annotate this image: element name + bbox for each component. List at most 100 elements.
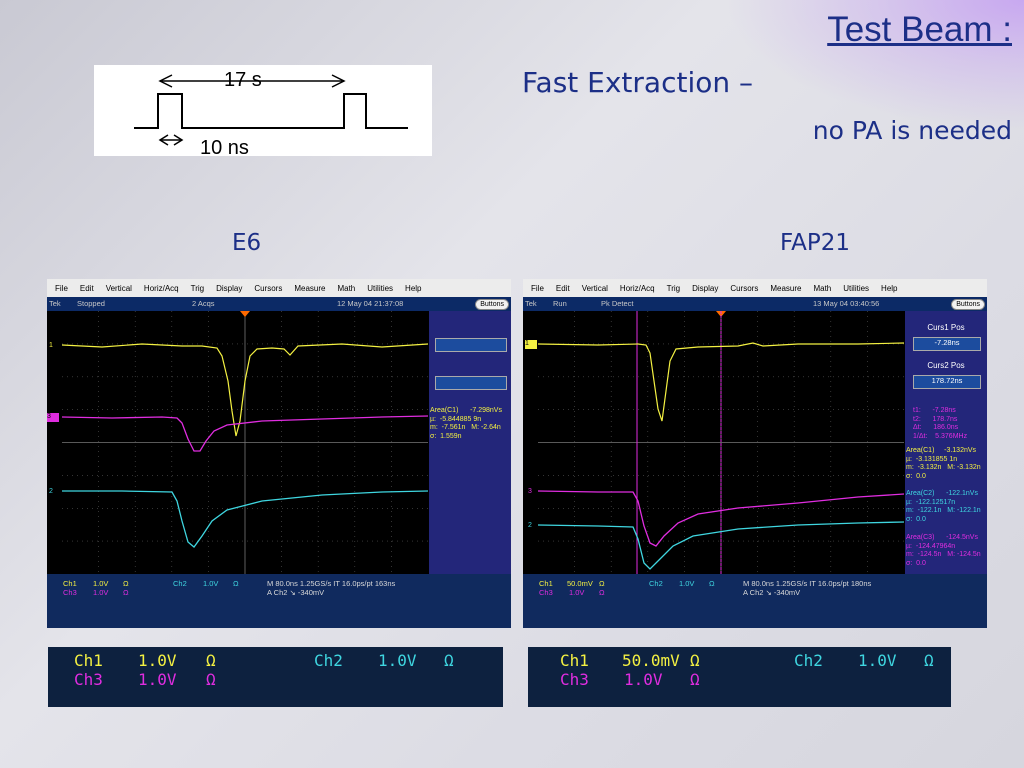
slide-subtitle-1: Fast Extraction – — [522, 66, 753, 99]
ch1-impedance: Ω — [206, 651, 216, 670]
menu-item-utilities[interactable]: Utilities — [843, 283, 870, 293]
cursor1-pos-label: Curs1 Pos — [927, 323, 965, 332]
menu-item-math[interactable]: Math — [337, 283, 356, 293]
ch3-label: Ch3 — [74, 670, 103, 689]
ch1-label: Ch1 — [539, 579, 553, 588]
corner-gradient — [724, 0, 1024, 130]
ch1-scale: 50.0mV — [567, 579, 593, 588]
menu-item-trig[interactable]: Trig — [666, 283, 681, 293]
ch1-trace — [538, 342, 904, 422]
menu-item-cursors[interactable]: Cursors — [254, 283, 283, 293]
buttons-button[interactable]: Buttons — [475, 299, 509, 310]
ch2-trace — [538, 521, 904, 570]
menu-item-display[interactable]: Display — [216, 283, 243, 293]
side-field-1[interactable] — [435, 338, 507, 352]
waveform-display — [62, 311, 428, 574]
menu-item-file[interactable]: File — [531, 283, 544, 293]
meas-line: Area(C1) -7.298nVs — [430, 407, 502, 414]
scope-menubar: File Edit Vertical Horiz/Acq Trig Display Curs… — [523, 279, 987, 297]
measurement-readout: Area(C1) -7.298nVs µ: -5.844885 9n m: -7.5… — [430, 407, 502, 441]
menu-item-horizacq[interactable]: Horiz/Acq — [143, 283, 179, 293]
ch1-scale: 1.0V — [93, 579, 109, 588]
menu-item-cursors[interactable]: Cursors — [730, 283, 759, 293]
waveform-display — [538, 311, 904, 574]
ch2-ground-marker: 2 — [49, 488, 53, 495]
cursor-line: t2: 178.7ns — [913, 415, 958, 423]
cursor-line: t1: -7.28ns — [913, 407, 956, 414]
timebase-readout: M 80.0ns 1.25GS/s IT 16.0ps/pt 180ns — [743, 579, 872, 588]
menu-item-trig[interactable]: Trig — [190, 283, 205, 293]
meas-line: Area(C2) -122.1nVs — [906, 490, 978, 497]
ch1-scale: 50.0mV — [622, 651, 680, 670]
menu-item-help[interactable]: Help — [405, 283, 422, 293]
menu-item-math[interactable]: Math — [813, 283, 832, 293]
cursor2-pos-label: Curs2 Pos — [927, 361, 965, 370]
ch3-trace — [62, 415, 428, 452]
ch2-scale: 1.0V — [858, 651, 897, 670]
meas-line: m: -124.5n M: -124.5n — [906, 551, 981, 558]
ch2-scale: 1.0V — [378, 651, 417, 670]
ch1-label: Ch1 — [74, 651, 103, 670]
ch2-label: Ch2 — [794, 651, 823, 670]
ch1-impedance: Ω — [690, 651, 700, 670]
meas-line: m: -3.132n M: -3.132n — [906, 464, 981, 471]
pulse-width-label: 10 ns — [200, 137, 249, 159]
ch2-label: Ch2 — [173, 579, 187, 588]
cursor-line: Δt: 186.0ns — [913, 424, 959, 431]
menu-item-edit[interactable]: Edit — [79, 283, 94, 293]
menu-item-utilities[interactable]: Utilities — [367, 283, 394, 293]
acq-state: Run — [553, 299, 567, 308]
cursor-line: 1/Δt: 5.376MHz — [913, 432, 968, 440]
ch2-scale: 1.0V — [203, 579, 219, 588]
menu-item-measure[interactable]: Measure — [294, 283, 326, 293]
acq-count: 2 Acqs — [192, 299, 215, 308]
menu-item-vertical[interactable]: Vertical — [105, 283, 132, 293]
ch3-impedance: Ω — [599, 588, 605, 597]
menu-item-file[interactable]: File — [55, 283, 68, 293]
ch1-ground-marker: 1 — [525, 340, 537, 349]
cursor-readout: t1: -7.28ns t2: 178.7ns Δt: 186.0ns 1/Δt: 5… — [913, 407, 967, 441]
ch2-ground-marker: 2 — [528, 522, 532, 529]
scope-screenshot-fap21: File Edit Vertical Horiz/Acq Trig Display Curs… — [523, 279, 987, 628]
menu-item-measure[interactable]: Measure — [770, 283, 802, 293]
period-label: 17 s — [224, 69, 262, 91]
cursor2-pos-field[interactable]: 178.72ns — [913, 375, 981, 389]
menu-item-horizacq[interactable]: Horiz/Acq — [619, 283, 655, 293]
buttons-button[interactable]: Buttons — [951, 299, 985, 310]
pulse-waveform — [134, 74, 408, 146]
acq-mode: Pk Detect — [601, 299, 634, 308]
ch3-label: Ch3 — [560, 670, 589, 689]
menu-item-vertical[interactable]: Vertical — [581, 283, 608, 293]
menu-item-display[interactable]: Display — [692, 283, 719, 293]
ch1-scale: 1.0V — [138, 651, 177, 670]
timestamp: 13 May 04 03:40:56 — [813, 299, 880, 308]
meas-line: σ: 1.559n — [430, 432, 462, 440]
ch1-label: Ch1 — [560, 651, 589, 670]
measurement-c3: Area(C3) -124.5nVs µ: -124.47964n m: -124.… — [906, 534, 981, 568]
ch2-impedance: Ω — [444, 651, 454, 670]
slide-title: Test Beam : — [827, 10, 1012, 49]
scope-statusbar: Tek Run Pk Detect 13 May 04 03:40:56 But… — [523, 297, 987, 311]
brand-label: Tek — [525, 299, 537, 308]
meas-line: σ: 0.0 — [906, 559, 926, 567]
menu-item-edit[interactable]: Edit — [555, 283, 570, 293]
cursor1-pos-field[interactable]: -7.28ns — [913, 337, 981, 351]
ch3-ground-marker: 3 — [528, 488, 532, 495]
meas-line: m: -122.1n M: -122.1n — [906, 507, 981, 514]
menu-item-help[interactable]: Help — [881, 283, 898, 293]
ch3-impedance: Ω — [206, 670, 216, 689]
ch3-impedance: Ω — [123, 588, 129, 597]
trigger-readout: A Ch2 ↘ -340mV — [267, 588, 325, 597]
brand-label: Tek — [49, 299, 61, 308]
acq-state: Stopped — [77, 299, 105, 308]
ch1-ground-marker: 1 — [49, 342, 53, 349]
ch3-impedance: Ω — [690, 670, 700, 689]
ch1-impedance: Ω — [123, 579, 129, 588]
ch2-scale: 1.0V — [679, 579, 695, 588]
scope-statusbar: Tek Stopped 2 Acqs 12 May 04 21:37:08 Bu… — [47, 297, 511, 311]
ch2-label: Ch2 — [314, 651, 343, 670]
side-field-2[interactable] — [435, 376, 507, 390]
timestamp: 12 May 04 21:37:08 — [337, 299, 404, 308]
meas-line: µ: -122.12517n — [906, 498, 956, 506]
meas-line: σ: 0.0 — [906, 472, 926, 480]
